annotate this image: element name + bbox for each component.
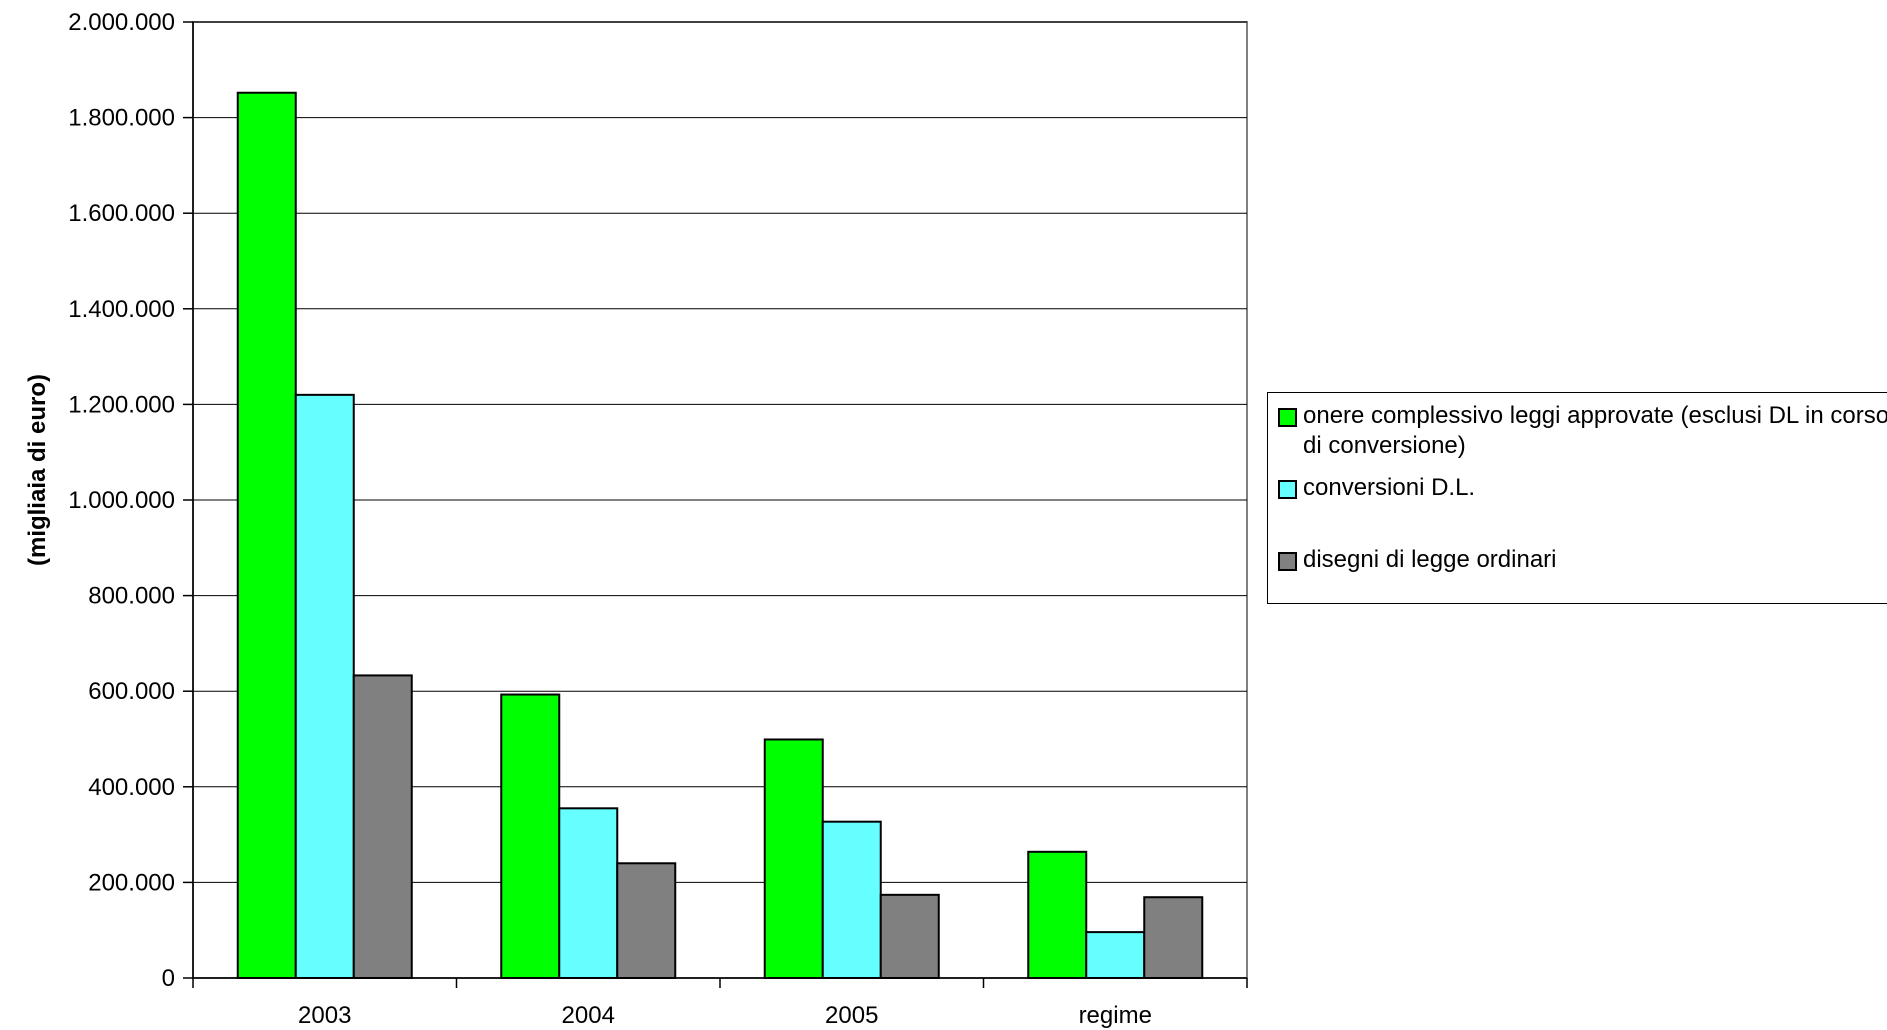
legend: onere complessivo leggi approvate (esclu…: [1267, 392, 1887, 604]
legend-label: conversioni D.L.: [1303, 474, 1476, 501]
y-tick-label: 400.000: [88, 774, 175, 801]
legend-swatch-cyan: [1278, 480, 1297, 499]
x-tick-label: 2004: [562, 1002, 615, 1029]
bar: [1085, 931, 1146, 979]
tick-labels: 0 200.000 400.000 600.000 800.000 1.000.000 1.…: [68, 9, 1152, 1029]
y-tick-label: 0: [162, 965, 175, 992]
bar: [879, 893, 940, 979]
bars: [236, 91, 1204, 980]
legend-swatch-gray: [1278, 552, 1297, 571]
bar: [616, 862, 677, 980]
bar: [500, 693, 561, 980]
bar: [763, 738, 824, 980]
y-tick-label: 800.000: [88, 583, 175, 610]
x-tick-label: regime: [1079, 1002, 1152, 1029]
bar: [236, 91, 297, 979]
legend-item-conversioni: conversioni D.L.: [1278, 473, 1887, 503]
legend-label: onere complessivo leggi approvate (esclu…: [1303, 402, 1887, 459]
y-axis-title: (migliaia di euro): [24, 374, 51, 566]
bar: [294, 393, 355, 979]
y-tick-label: 1.800.000: [68, 105, 175, 132]
bar: [558, 807, 619, 979]
x-tick-label: 2005: [825, 1002, 878, 1029]
legend-item-onere: onere complessivo leggi approvate (esclu…: [1278, 401, 1887, 461]
axes: [183, 21, 1248, 988]
y-tick-label: 1.200.000: [68, 391, 175, 418]
bar: [352, 674, 413, 980]
bar: [1143, 896, 1204, 980]
bar: [821, 820, 882, 979]
x-tick-label: 2003: [298, 1002, 351, 1029]
y-tick-label: 1.600.000: [68, 200, 175, 227]
bar: [1027, 850, 1088, 979]
y-tick-label: 1.400.000: [68, 296, 175, 323]
y-tick-label: 600.000: [88, 678, 175, 705]
y-tick-label: 200.000: [88, 869, 175, 896]
y-tick-label: 2.000.000: [68, 9, 175, 36]
legend-swatch-green: [1278, 408, 1297, 427]
legend-item-disegni: disegni di legge ordinari: [1278, 545, 1887, 575]
legend-label: disegni di legge ordinari: [1303, 546, 1557, 573]
y-tick-label: 1.000.000: [68, 487, 175, 514]
